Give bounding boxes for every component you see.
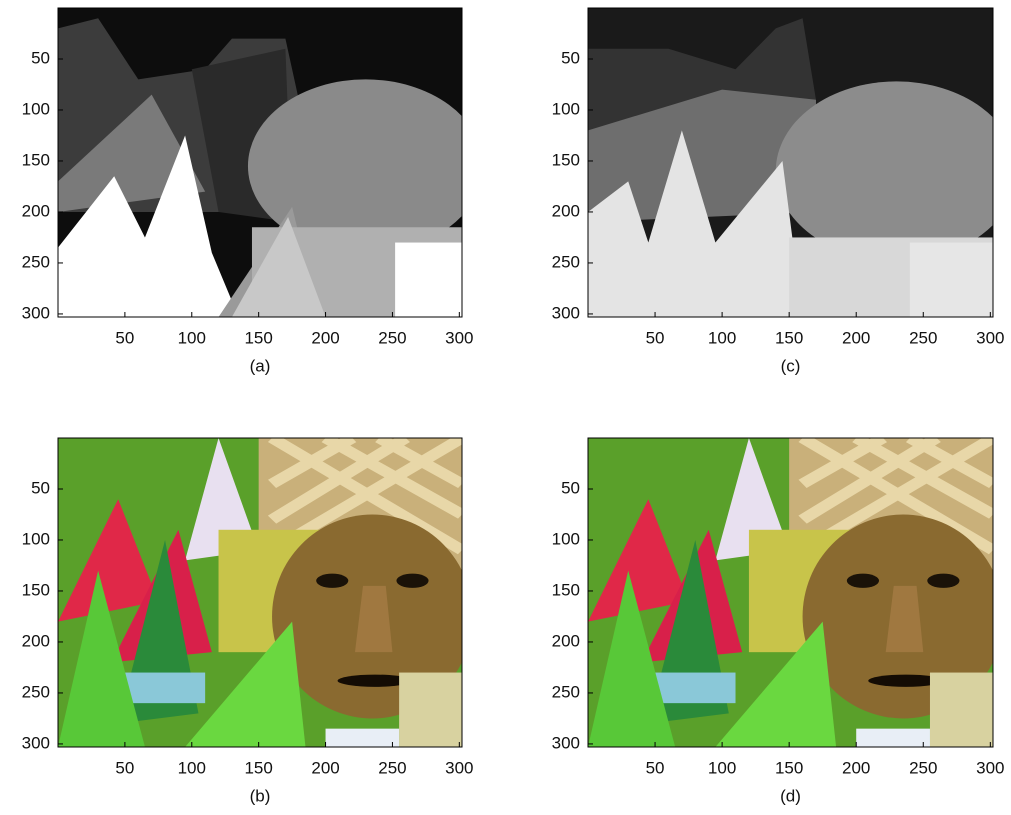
y-tick-label: 150 bbox=[22, 150, 50, 169]
y-tick-label: 200 bbox=[22, 201, 50, 220]
y-tick-label: 250 bbox=[552, 252, 580, 271]
x-tick-label: 150 bbox=[244, 328, 272, 347]
y-tick-label: 50 bbox=[31, 478, 50, 497]
y-tick-label: 200 bbox=[22, 631, 50, 650]
y-tick-label: 200 bbox=[552, 201, 580, 220]
x-tick-label: 150 bbox=[775, 328, 803, 347]
panel-caption: (c) bbox=[781, 356, 801, 375]
y-tick-label: 300 bbox=[552, 733, 580, 752]
y-tick-label: 300 bbox=[22, 303, 50, 322]
figure: 50 100 150 200 250 300 50 100 150 200 250 300 (a) 50 1… bbox=[0, 0, 1011, 810]
x-tick-label: 300 bbox=[976, 758, 1004, 777]
x-tick-label: 100 bbox=[178, 758, 206, 777]
y-tick-label: 150 bbox=[22, 580, 50, 599]
y-tick-label: 300 bbox=[22, 733, 50, 752]
x-tick-label: 300 bbox=[445, 328, 473, 347]
photo-image bbox=[588, 438, 1004, 747]
y-tick-label: 150 bbox=[552, 580, 580, 599]
photo-image bbox=[58, 438, 473, 747]
y-tick-label: 50 bbox=[561, 48, 580, 67]
panel-caption: (a) bbox=[250, 356, 271, 375]
y-tick-label: 250 bbox=[552, 682, 580, 701]
page: {"panels": [ {"caption": "(a)", "xlim": … bbox=[0, 0, 1011, 815]
x-tick-label: 200 bbox=[842, 758, 870, 777]
x-tick-label: 50 bbox=[115, 758, 134, 777]
y-tick-label: 250 bbox=[22, 682, 50, 701]
x-tick-label: 300 bbox=[976, 328, 1004, 347]
y-tick-label: 100 bbox=[552, 99, 580, 118]
body: 50 100 150 200 250 300 50 100 150 200 250 300 (a) 50 1… bbox=[0, 0, 1011, 815]
x-tick-label: 200 bbox=[311, 758, 339, 777]
y-tick-label: 100 bbox=[552, 529, 580, 548]
depth-map-image bbox=[588, 8, 1011, 317]
x-tick-label: 200 bbox=[311, 328, 339, 347]
x-tick-label: 50 bbox=[646, 758, 665, 777]
x-tick-label: 100 bbox=[708, 328, 736, 347]
x-tick-label: 50 bbox=[646, 328, 665, 347]
y-tick-label: 300 bbox=[552, 303, 580, 322]
x-tick-label: 150 bbox=[775, 758, 803, 777]
depth-map-image bbox=[58, 8, 483, 317]
x-tick-label: 200 bbox=[842, 328, 870, 347]
y-tick-label: 50 bbox=[561, 478, 580, 497]
y-tick-label: 200 bbox=[552, 631, 580, 650]
x-tick-label: 250 bbox=[909, 328, 937, 347]
x-tick-label: 250 bbox=[378, 328, 406, 347]
y-tick-label: 100 bbox=[22, 529, 50, 548]
y-tick-label: 100 bbox=[22, 99, 50, 118]
x-tick-label: 250 bbox=[378, 758, 406, 777]
y-tick-label: 50 bbox=[31, 48, 50, 67]
x-tick-label: 50 bbox=[115, 328, 134, 347]
y-tick-label: 150 bbox=[552, 150, 580, 169]
panel-caption: (d) bbox=[780, 786, 801, 805]
y-tick-label: 250 bbox=[22, 252, 50, 271]
x-tick-label: 100 bbox=[708, 758, 736, 777]
x-tick-label: 100 bbox=[178, 328, 206, 347]
x-tick-label: 150 bbox=[244, 758, 272, 777]
panel-caption: (b) bbox=[250, 786, 271, 805]
x-tick-label: 300 bbox=[445, 758, 473, 777]
x-tick-label: 250 bbox=[909, 758, 937, 777]
